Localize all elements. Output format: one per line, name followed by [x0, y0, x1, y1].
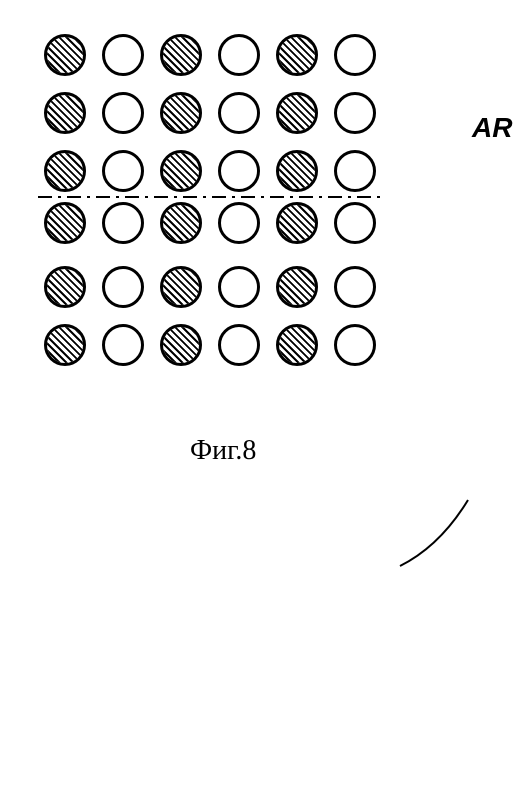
circle-hatched — [276, 150, 318, 192]
circle-empty — [334, 266, 376, 308]
circle-hatched — [276, 34, 318, 76]
circle-empty — [218, 202, 260, 244]
circle-hatched — [276, 92, 318, 134]
circle-hatched — [44, 266, 86, 308]
circle-hatched — [160, 266, 202, 308]
circle-hatched — [44, 92, 86, 134]
circle-hatched — [44, 324, 86, 366]
circle-empty — [334, 92, 376, 134]
circle-empty — [102, 92, 144, 134]
ar-divider-line — [38, 196, 386, 198]
circle-hatched — [276, 202, 318, 244]
circle-empty — [218, 266, 260, 308]
circle-empty — [102, 202, 144, 244]
circle-hatched — [160, 34, 202, 76]
circle-empty — [102, 324, 144, 366]
figure-caption: Фиг.8 — [190, 435, 256, 467]
circle-empty — [218, 150, 260, 192]
circle-hatched — [44, 34, 86, 76]
ar-label: AR — [472, 112, 512, 144]
circle-empty — [334, 34, 376, 76]
circle-empty — [218, 34, 260, 76]
circle-hatched — [160, 202, 202, 244]
circle-hatched — [160, 92, 202, 134]
circle-hatched — [276, 266, 318, 308]
circle-empty — [334, 202, 376, 244]
circle-hatched — [276, 324, 318, 366]
circle-empty — [218, 92, 260, 134]
circle-empty — [334, 150, 376, 192]
circle-hatched — [160, 324, 202, 366]
circle-hatched — [44, 150, 86, 192]
circle-hatched — [160, 150, 202, 192]
circle-empty — [334, 324, 376, 366]
leader-line — [40, 400, 521, 800]
circle-empty — [102, 34, 144, 76]
circle-grid — [40, 30, 400, 400]
circle-empty — [102, 266, 144, 308]
circle-empty — [102, 150, 144, 192]
circle-hatched — [44, 202, 86, 244]
figure-container: AR — [40, 30, 460, 430]
circle-empty — [218, 324, 260, 366]
